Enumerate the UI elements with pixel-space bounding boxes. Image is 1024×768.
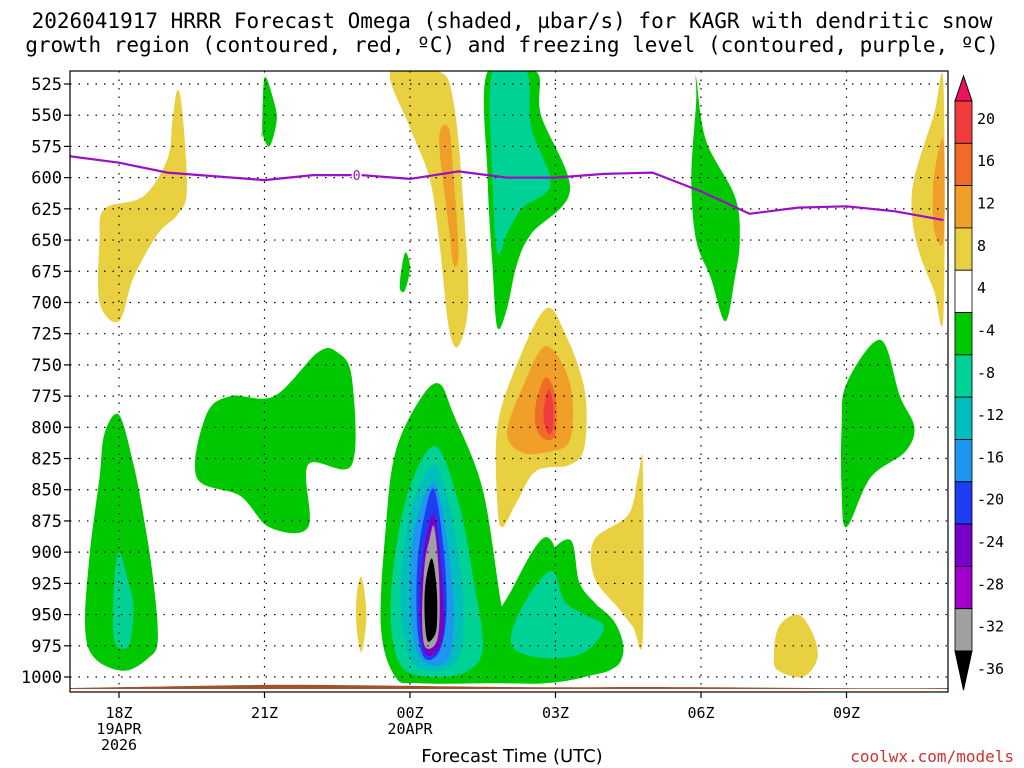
colorbar-label-11: -28 xyxy=(977,575,1004,593)
colorbar-segment-2 xyxy=(954,185,973,229)
y-tick-label-550: 550 xyxy=(31,106,62,126)
omega-region-8-3 xyxy=(439,124,459,267)
omega-region-neg4-11 xyxy=(84,413,158,671)
colorbar-segment-10 xyxy=(954,523,973,567)
colorbar-label-5: -4 xyxy=(977,321,995,339)
colorbar-label-8: -16 xyxy=(977,448,1004,466)
x-tick-label-06Z: 06Z xyxy=(687,704,714,722)
omega-shading xyxy=(84,71,945,684)
colorbar-label-10: -24 xyxy=(977,533,1004,551)
x-tick-date-18Z: 19APR xyxy=(96,720,142,738)
colorbar-segment-5 xyxy=(954,312,973,356)
freezing-level-label: 0 xyxy=(353,169,361,184)
colorbar-segment-7 xyxy=(954,396,973,440)
colorbar-segment-4 xyxy=(954,269,973,313)
y-tick-label-725: 725 xyxy=(31,325,62,345)
omega-region-neg4-10 xyxy=(194,348,356,534)
plot-border xyxy=(69,70,949,693)
credit-link[interactable]: coolwx.com/models xyxy=(850,747,1014,766)
colorbar-label-7: -12 xyxy=(977,406,1004,424)
omega-region-4-0 xyxy=(97,89,188,323)
colorbar-segment-6 xyxy=(954,354,973,398)
y-tick-label-800: 800 xyxy=(31,418,62,438)
x-tick-date-00Z: 20APR xyxy=(387,720,433,738)
x-tick-label-00Z: 00Z xyxy=(396,704,423,722)
colorbar-segment-8 xyxy=(954,439,973,483)
y-tick-label-575: 575 xyxy=(31,137,62,157)
colorbar-segment-12 xyxy=(954,608,973,652)
omega-region-4-8 xyxy=(911,72,945,328)
colorbar-label-13: -36 xyxy=(977,660,1004,678)
y-tick-label-825: 825 xyxy=(31,450,62,470)
terrain-ground xyxy=(70,684,948,689)
y-tick-label-900: 900 xyxy=(31,543,62,563)
colorbar-label-12: -32 xyxy=(977,618,1004,636)
colorbar-label-1: 16 xyxy=(977,152,995,170)
x-tick-label-03Z: 03Z xyxy=(542,704,569,722)
omega-region-neg8-12 xyxy=(112,552,134,649)
omega-region-neg36-21 xyxy=(424,558,438,642)
y-tick-label-925: 925 xyxy=(31,574,62,594)
omega-region-neg8-23 xyxy=(510,570,604,659)
terrain-strip xyxy=(70,684,948,689)
y-tick-label-850: 850 xyxy=(31,481,62,501)
y-tick-label-875: 875 xyxy=(31,512,62,532)
y-tick-label-525: 525 xyxy=(31,75,62,95)
chart-title-line-2: growth region (contoured, red, ºC) and f… xyxy=(25,33,999,57)
colorbar-label-4: 4 xyxy=(977,279,986,297)
colorbar-label-0: 20 xyxy=(977,110,995,128)
omega-region-neg4-1 xyxy=(261,77,277,147)
colorbar-top-triangle xyxy=(954,74,973,102)
x-tick-label-09Z: 09Z xyxy=(833,704,860,722)
y-tick-label-700: 700 xyxy=(31,293,62,313)
colorbar-segment-3 xyxy=(954,227,973,271)
colorbar-label-9: -20 xyxy=(977,491,1004,509)
x-tick-year-18Z: 2026 xyxy=(101,736,137,754)
omega-region-neg4-7 xyxy=(399,252,410,293)
colorbar-bottom-triangle xyxy=(954,650,973,691)
x-axis-title: Forecast Time (UTC) xyxy=(421,746,603,767)
y-tick-label-600: 600 xyxy=(31,169,62,189)
omega-region-neg4-29 xyxy=(841,339,915,528)
freezing-level-contour: 0 xyxy=(68,154,944,222)
freezing-level-label-bg xyxy=(351,167,362,184)
freezing-level-line xyxy=(68,154,944,222)
y-tick-label-625: 625 xyxy=(31,200,62,220)
chart-title-line-1: 2026041917 HRRR Forecast Omega (shaded, … xyxy=(31,9,993,33)
y-tick-label-675: 675 xyxy=(31,262,62,282)
y-tick-label-650: 650 xyxy=(31,231,62,251)
x-tick-label-18Z: 18Z xyxy=(105,704,132,722)
colorbar-segment-0 xyxy=(954,100,973,144)
colorbar-label-3: 8 xyxy=(977,237,986,255)
y-tick-label-750: 750 xyxy=(31,356,62,376)
omega-region-4-13 xyxy=(356,576,367,653)
y-tick-label-950: 950 xyxy=(31,606,62,626)
y-tick-label-975: 975 xyxy=(31,637,62,657)
omega-region-4-30 xyxy=(773,614,818,678)
colorbar-segment-9 xyxy=(954,481,973,525)
y-tick-label-1000: 1000 xyxy=(21,668,62,688)
y-axis-ticks: 525 550 575 600 625 650 675 700 725 750 775 800 825 8… xyxy=(21,75,70,688)
plot-frame xyxy=(69,70,949,693)
colorbar-segment-11 xyxy=(954,565,973,610)
grid-lines xyxy=(70,71,948,692)
x-tick-label-21Z: 21Z xyxy=(251,704,278,722)
omega-region-4-28 xyxy=(590,453,644,650)
colorbar-label-6: -8 xyxy=(977,364,995,382)
y-tick-label-775: 775 xyxy=(31,387,62,407)
omega-region-16-27 xyxy=(543,389,554,435)
colorbar-segment-1 xyxy=(954,142,973,187)
colorbar-label-2: 12 xyxy=(977,195,995,213)
colorbar: 20 16 12 8 4 -4 -8 -12 -16 -20 -24 -28 -32 -36 xyxy=(954,74,1004,691)
